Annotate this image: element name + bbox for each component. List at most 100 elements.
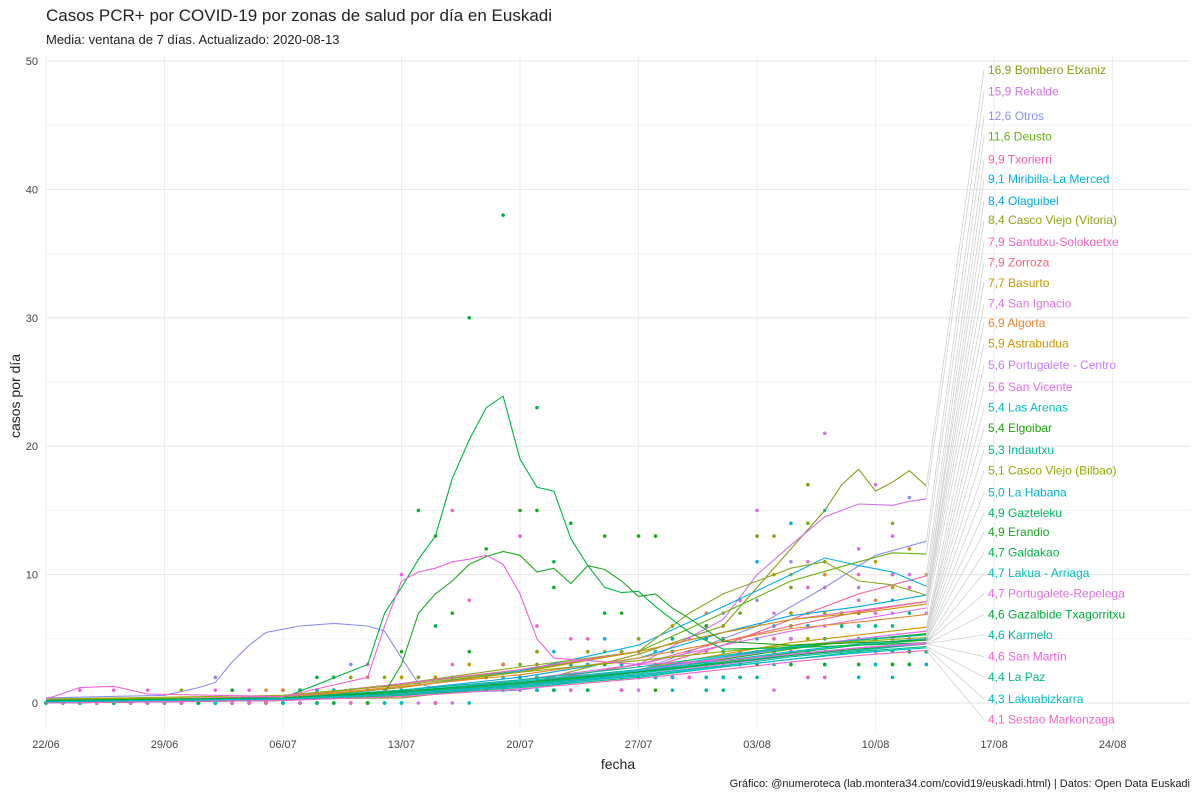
series-label: 8,4 Casco Viejo (Vitoria) [988, 213, 1117, 227]
daily-point [433, 701, 438, 705]
daily-point [924, 662, 929, 667]
daily-point [772, 534, 776, 538]
leader-line [926, 634, 985, 645]
series-label: 7,9 Zorroza [988, 255, 1050, 269]
leader-line [926, 322, 985, 615]
daily-point [315, 675, 319, 680]
daily-point [399, 572, 404, 577]
daily-point [348, 701, 353, 705]
label-leader-lines [926, 69, 985, 720]
daily-point [907, 495, 912, 500]
leader-line [926, 69, 985, 487]
daily-point [552, 649, 556, 654]
daily-point [653, 688, 658, 692]
series-label: 4,3 Lakuabizkarra [988, 692, 1084, 706]
daily-point [873, 624, 878, 628]
daily-point [772, 637, 776, 641]
x-tick-label: 10/08 [862, 739, 890, 751]
x-tick-label: 13/07 [388, 739, 416, 751]
series-line [45, 468, 927, 704]
x-tick-label: 27/07 [625, 739, 653, 751]
daily-point [806, 675, 810, 680]
daily-point [501, 213, 505, 217]
daily-point [806, 585, 810, 590]
daily-point [670, 688, 675, 692]
daily-point [467, 316, 472, 320]
leader-line [926, 646, 985, 678]
series-label: 5,4 Las Arenas [988, 401, 1068, 415]
daily-point [569, 521, 573, 526]
y-axis-label: casos por día [7, 354, 23, 438]
daily-point [755, 559, 759, 564]
daily-point [907, 662, 912, 667]
daily-point [552, 585, 556, 590]
series-line [45, 550, 927, 704]
series-line [45, 647, 927, 703]
y-tick-label: 40 [26, 184, 38, 196]
daily-point [467, 701, 472, 705]
daily-point [822, 611, 827, 615]
daily-point [636, 637, 641, 641]
series-label: 7,4 San Ignacio [988, 297, 1072, 311]
chart-title: Casos PCR+ por COVID-19 por zonas de sal… [46, 6, 553, 25]
series-label: 4,9 Gazteleku [988, 506, 1062, 520]
daily-point [873, 611, 878, 615]
daily-point [179, 701, 184, 705]
daily-point [416, 701, 421, 705]
x-axis-ticks: 22/06 29/06 06/07 13/07 20/07 27/07 03/08 10/08… [32, 739, 1126, 751]
x-tick-label: 24/08 [1099, 739, 1127, 751]
daily-point [247, 688, 251, 692]
daily-point [399, 649, 404, 654]
daily-point [822, 662, 827, 667]
daily-point [687, 675, 692, 680]
series-label: 4,7 Lakua - Arriaga [988, 566, 1090, 580]
x-tick-label: 29/06 [151, 739, 179, 751]
daily-point [873, 559, 878, 564]
leader-line [926, 613, 985, 645]
daily-point [670, 675, 675, 680]
daily-point [789, 585, 793, 590]
daily-point [416, 675, 421, 680]
daily-point [822, 572, 827, 577]
daily-point [552, 688, 556, 692]
daily-point [484, 547, 488, 551]
daily-point [535, 688, 539, 692]
y-axis-ticks: 0 10 20 30 40 50 [26, 56, 38, 710]
daily-point [569, 688, 573, 692]
daily-point [213, 675, 218, 680]
daily-point [535, 624, 539, 628]
grid-lines [45, 55, 1190, 730]
daily-point [602, 611, 607, 615]
series-label: 5,0 La Habana [988, 485, 1067, 499]
daily-point [552, 559, 556, 564]
daily-point [755, 598, 759, 603]
leader-line [926, 643, 985, 657]
series-label: 4,7 Portugalete-Repelega [988, 587, 1125, 601]
y-tick-label: 10 [26, 570, 38, 582]
daily-point [281, 688, 285, 692]
daily-case-points [44, 213, 929, 705]
daily-point [230, 701, 235, 705]
leader-line [926, 178, 985, 587]
series-label: 15,9 Rekalde [988, 85, 1059, 99]
daily-point [619, 688, 624, 692]
daily-point [399, 701, 404, 705]
series-label: 16,9 Bombero Etxaniz [988, 63, 1106, 77]
daily-point [704, 624, 709, 628]
series-label: 4,6 San Martín [988, 650, 1067, 664]
daily-point [602, 534, 607, 538]
daily-point [806, 637, 810, 641]
daily-point [789, 662, 793, 667]
leader-line [926, 593, 985, 643]
series-line [45, 643, 927, 701]
leader-line [926, 492, 985, 639]
daily-point [636, 534, 641, 538]
y-tick-label: 0 [32, 698, 38, 710]
daily-point [738, 675, 742, 680]
daily-point [213, 688, 218, 692]
series-label: 7,9 Santutxu-Solokoetxe [988, 235, 1119, 249]
leader-line [926, 365, 985, 632]
series-label: 6,9 Algorta [988, 316, 1046, 330]
daily-point [704, 675, 709, 680]
